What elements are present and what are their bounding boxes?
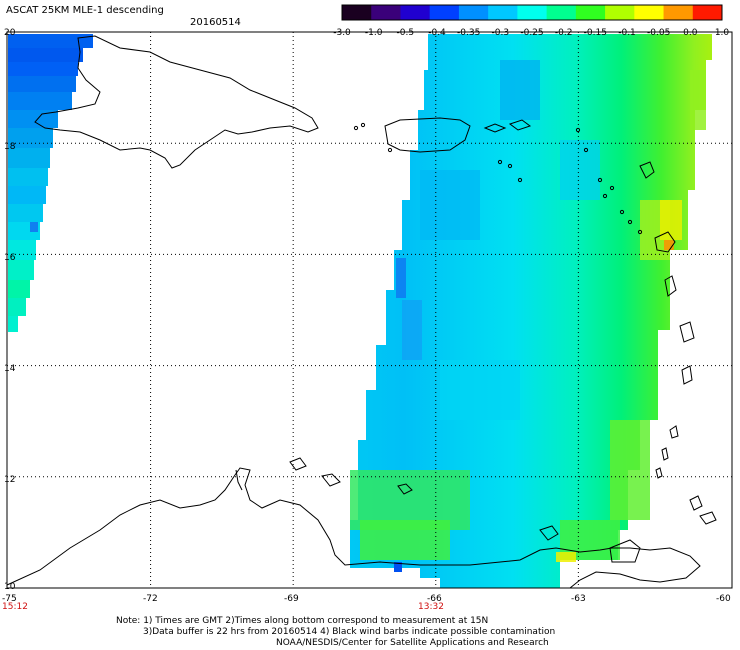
coastline xyxy=(235,469,243,491)
colorbar-tick-label: 0.0 xyxy=(683,28,698,38)
colorbar-swatch xyxy=(342,5,372,20)
lon-label-75: -75 xyxy=(2,594,17,604)
colorbar-swatch xyxy=(458,5,489,20)
lat-label-14: 14 xyxy=(4,364,16,374)
colorbar-tick-label: -3.0 xyxy=(333,28,351,38)
coastline xyxy=(384,117,471,153)
colorbar-tick-label: -0.05 xyxy=(647,28,671,38)
lat-label-20: 20 xyxy=(4,28,16,38)
coastline xyxy=(397,483,413,495)
colorbar-swatch xyxy=(605,5,635,20)
colorbar-tick-label: -0.3 xyxy=(491,28,510,38)
colorbar-frame xyxy=(341,4,723,21)
colorbar-tick-label: -0.2 xyxy=(554,28,573,38)
coastline xyxy=(289,457,307,471)
map-date: 20160514 xyxy=(190,17,241,28)
swath-data-layer xyxy=(8,34,712,588)
pass-time-left: 15:12 xyxy=(2,602,28,612)
coastline xyxy=(664,275,677,297)
colorbar-tick-label: -0.15 xyxy=(583,28,607,38)
island xyxy=(507,163,513,169)
colorbar-swatch xyxy=(546,5,577,20)
coastline xyxy=(699,511,717,525)
lat-lon-grid xyxy=(7,32,732,588)
coastline xyxy=(639,161,655,179)
lat-label-10: 10 xyxy=(4,582,16,592)
coastline-layer xyxy=(6,35,717,589)
map-title: ASCAT 25KM MLE-1 descending xyxy=(6,5,164,16)
lon-label-69: -69 xyxy=(284,594,299,604)
coastline xyxy=(654,231,676,253)
coastline xyxy=(321,473,341,487)
coastline xyxy=(6,467,701,589)
coastline xyxy=(681,365,693,385)
colorbar-swatch xyxy=(488,5,518,20)
map-frame xyxy=(6,31,733,589)
note-line-3: NOAA/NESDIS/Center for Satellite Applica… xyxy=(276,638,549,648)
island xyxy=(602,193,608,199)
coastline xyxy=(655,467,663,479)
lat-label-18: 18 xyxy=(4,142,16,152)
island xyxy=(387,147,393,153)
colorbar-swatch xyxy=(634,5,665,20)
colorbar-tick-label: -1.0 xyxy=(364,28,383,38)
lon-label-66: -66 xyxy=(427,594,442,604)
note-line-2: 3)Data buffer is 22 hrs from 20160514 4)… xyxy=(143,627,556,637)
colorbar-swatch xyxy=(371,5,401,20)
island xyxy=(597,177,603,183)
lon-label-60: -60 xyxy=(716,594,731,604)
lat-label-12: 12 xyxy=(4,475,16,485)
pass-time-center: 13:32 xyxy=(418,602,444,612)
colorbar-tick-label: -0.35 xyxy=(457,28,481,38)
coastline xyxy=(508,119,532,131)
colorbar-tick-label: -0.4 xyxy=(428,28,446,38)
note-line-1: Note: 1) Times are GMT 2)Times along bot… xyxy=(116,616,489,626)
colorbar-swatch xyxy=(429,5,460,20)
colorbar-swatch xyxy=(517,5,548,20)
island xyxy=(619,209,625,215)
lat-label-16: 16 xyxy=(4,253,16,263)
island xyxy=(583,147,589,153)
coastline xyxy=(34,35,319,169)
island xyxy=(627,219,633,225)
colorbar-swatch xyxy=(663,5,694,20)
coastline xyxy=(679,321,695,343)
coastline xyxy=(539,525,559,541)
island xyxy=(517,177,523,183)
colorbar xyxy=(341,4,723,21)
colorbar-tick-label: -0.5 xyxy=(396,28,415,38)
footnotes: Note: 1) Times are GMT 2)Times along bot… xyxy=(116,616,555,649)
lon-label-63: -63 xyxy=(571,594,586,604)
colorbar-swatch xyxy=(400,5,431,20)
island xyxy=(353,125,359,131)
coastline xyxy=(609,539,641,563)
colorbar-tick-label: -0.1 xyxy=(618,28,636,38)
colorbar-swatch xyxy=(692,5,723,20)
coastline xyxy=(669,425,679,439)
colorbar-swatch xyxy=(575,5,606,20)
island xyxy=(637,229,643,235)
colorbar-tick-label: 1.0 xyxy=(714,28,730,38)
coastline xyxy=(661,447,669,461)
island xyxy=(360,122,366,128)
island xyxy=(497,159,503,165)
island xyxy=(575,127,581,133)
lon-label-72: -72 xyxy=(143,594,158,604)
coastline xyxy=(483,123,507,133)
colorbar-tick-label: -0.25 xyxy=(520,28,544,38)
coastline xyxy=(689,495,703,511)
island xyxy=(609,185,615,191)
